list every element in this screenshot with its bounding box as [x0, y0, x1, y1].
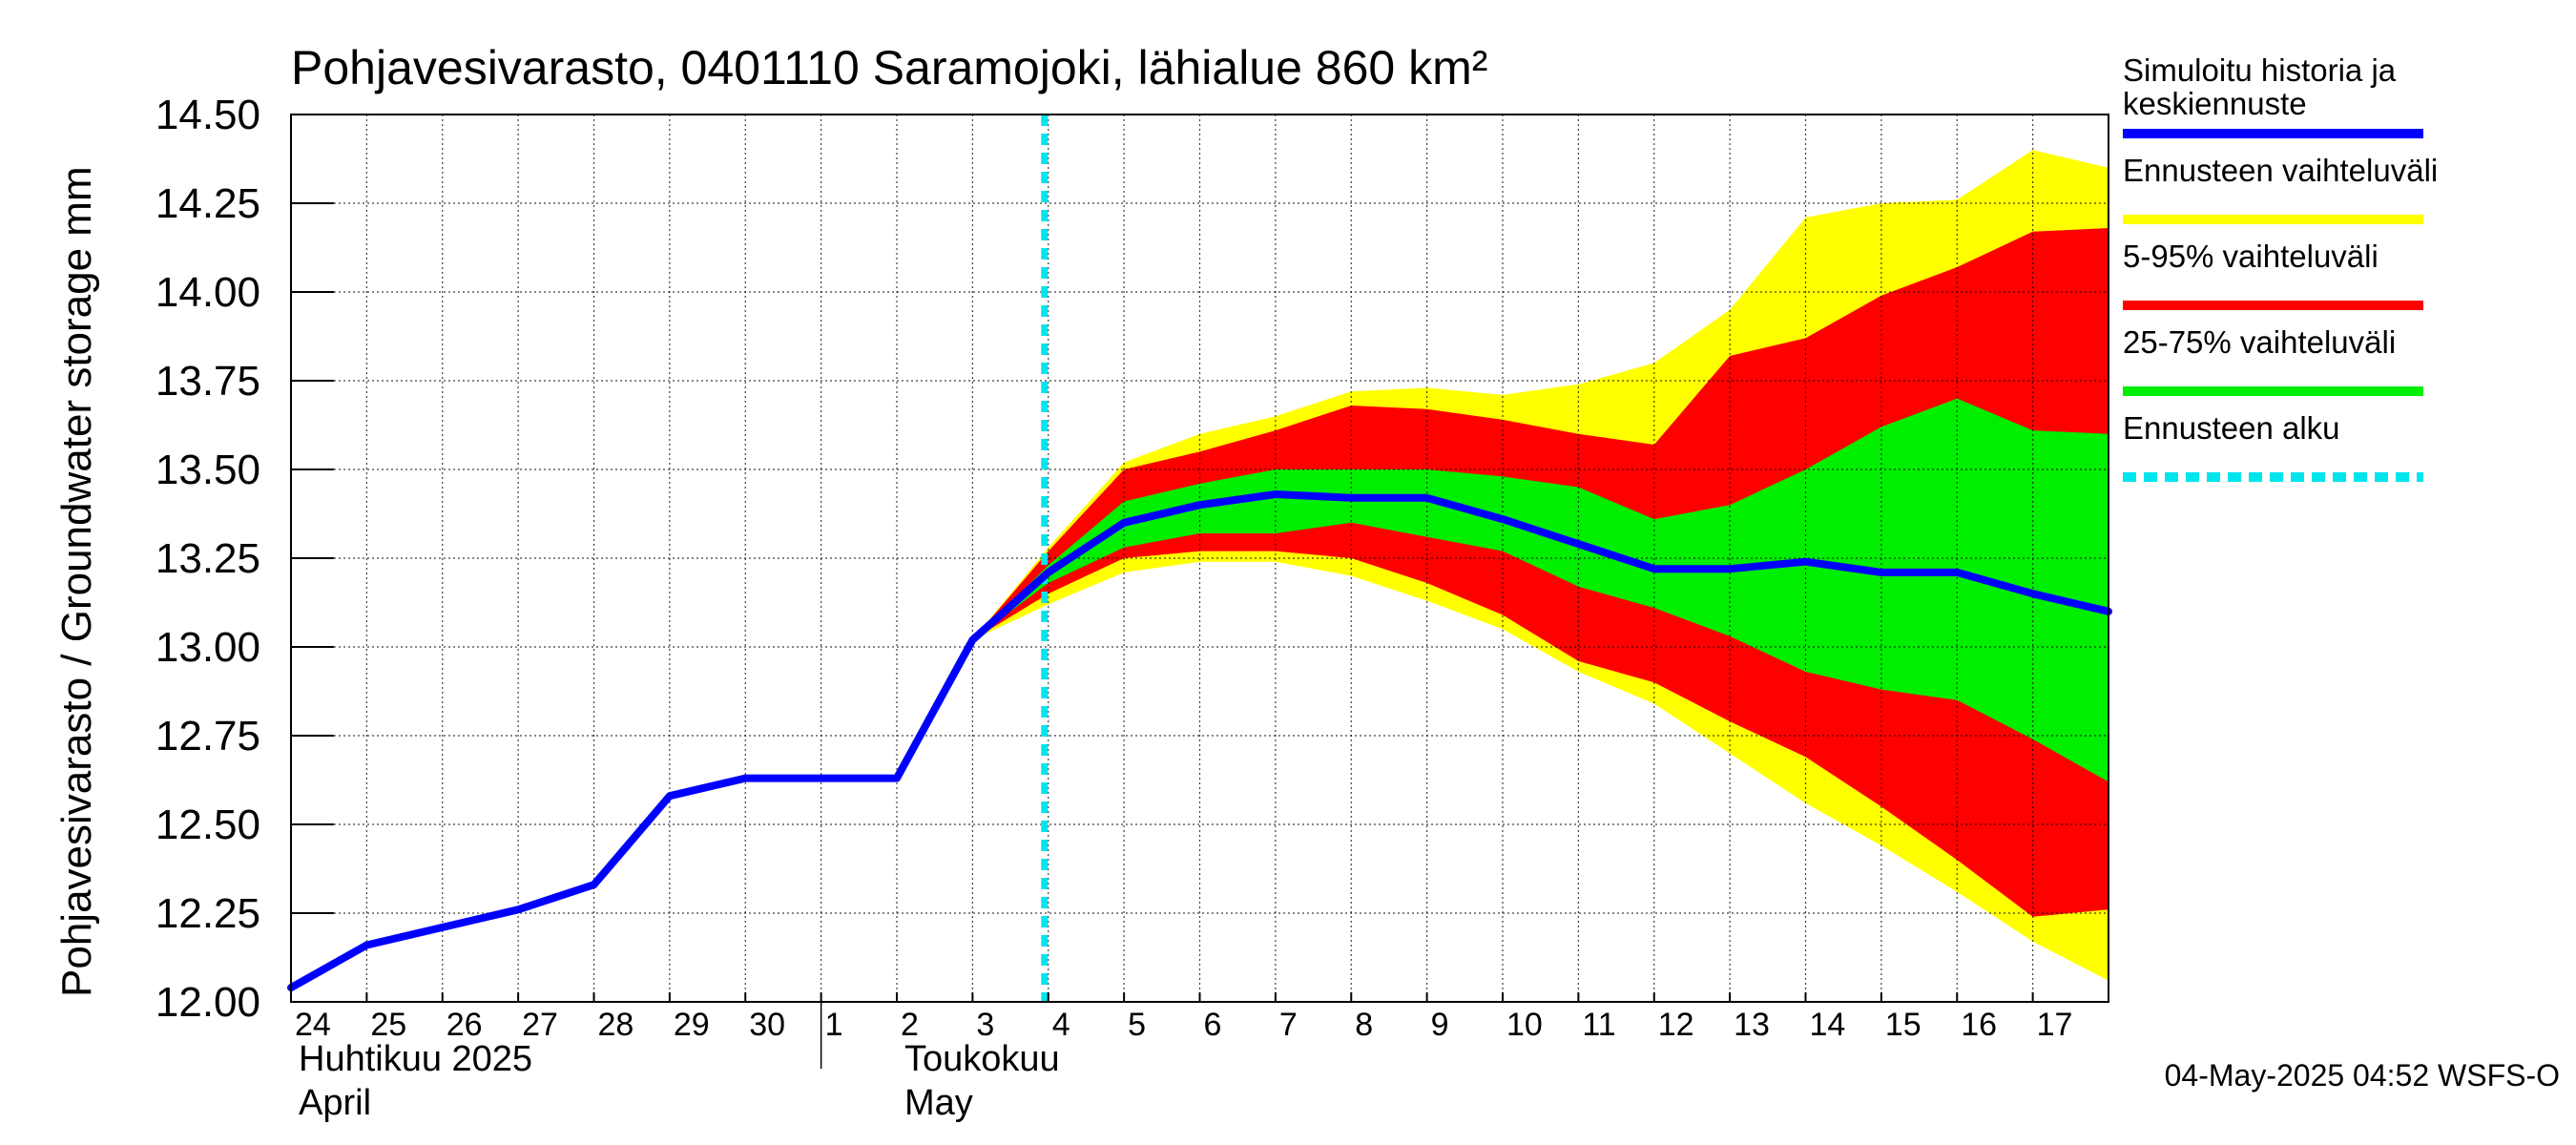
- month-label-en: May: [904, 1083, 973, 1123]
- month-label: Huhtikuu 2025: [299, 1039, 532, 1079]
- x-tick-label: 13: [1734, 1007, 1770, 1043]
- y-tick-label: 12.25: [156, 890, 260, 937]
- legend-label: Simuloitu historia ja: [2123, 52, 2397, 88]
- y-tick-label: 14.50: [156, 92, 260, 138]
- y-tick-label: 14.25: [156, 180, 260, 227]
- x-axis: 24 25 26 27 28 29 30 1 2 3 4 5 6 7 8 9 10 11 12 13 14 15 16 17H…: [290, 992, 2109, 1123]
- month-label: Toukokuu: [904, 1039, 1060, 1079]
- y-axis: 12.00 12.25 12.50 12.75 13.00 13.25 13.50 13.75…: [156, 92, 334, 1026]
- x-tick-label: 4: [1052, 1007, 1070, 1043]
- x-tick-label: 28: [598, 1007, 634, 1043]
- timestamp-footer: 04-May-2025 04:52 WSFS-O: [2165, 1058, 2560, 1093]
- y-tick-label: 13.25: [156, 535, 260, 582]
- legend-label: 5-95% vaihteluväli: [2123, 239, 2379, 274]
- x-tick-label: 29: [674, 1007, 710, 1043]
- x-tick-label: 5: [1128, 1007, 1146, 1043]
- legend-label: Ennusteen vaihteluväli: [2123, 153, 2438, 188]
- x-tick-label: 26: [447, 1007, 483, 1043]
- x-tick-label: 16: [1961, 1007, 1997, 1043]
- x-tick-label: 25: [370, 1007, 406, 1043]
- x-tick-label: 11: [1582, 1007, 1615, 1043]
- y-axis-label: Pohjavesivarasto / Groundwater storage m…: [53, 166, 100, 997]
- band-5-95: [972, 228, 2109, 917]
- x-tick-label: 9: [1431, 1007, 1449, 1043]
- median-series-line: [287, 490, 2112, 992]
- x-tick-label: 10: [1506, 1007, 1543, 1043]
- x-tick-label: 3: [976, 1007, 994, 1043]
- month-label-en: April: [299, 1083, 371, 1123]
- chart-title: Pohjavesivarasto, 0401110 Saramojoki, lä…: [291, 41, 1487, 94]
- series-layer: [287, 114, 2112, 1002]
- x-tick-label: 6: [1204, 1007, 1222, 1043]
- x-tick-label: 14: [1810, 1007, 1846, 1043]
- y-tick-label: 13.00: [156, 624, 260, 671]
- x-tick-label: 30: [749, 1007, 785, 1043]
- y-tick-label: 12.00: [156, 979, 260, 1026]
- x-tick-label: 7: [1279, 1007, 1298, 1043]
- y-tick-label: 13.75: [156, 358, 260, 405]
- y-tick-label: 12.75: [156, 713, 260, 760]
- x-tick-label: 2: [901, 1007, 919, 1043]
- legend-label-line2: keskiennuste: [2123, 86, 2307, 121]
- legend-label: 25-75% vaihteluväli: [2123, 324, 2396, 360]
- x-tick-label: 12: [1658, 1007, 1694, 1043]
- x-tick-label: 24: [295, 1007, 331, 1043]
- forecast-bands: [972, 150, 2109, 981]
- y-tick-label: 12.50: [156, 802, 260, 848]
- grid-lines: [291, 114, 2109, 1002]
- x-tick-label: 27: [522, 1007, 558, 1043]
- legend-label: Ennusteen alku: [2123, 410, 2340, 446]
- x-tick-label: 15: [1885, 1007, 1922, 1043]
- x-tick-label: 8: [1355, 1007, 1373, 1043]
- y-tick-label: 13.50: [156, 447, 260, 493]
- y-tick-label: 14.00: [156, 269, 260, 316]
- x-tick-label: 17: [2037, 1007, 2073, 1043]
- x-tick-label: 1: [825, 1007, 843, 1043]
